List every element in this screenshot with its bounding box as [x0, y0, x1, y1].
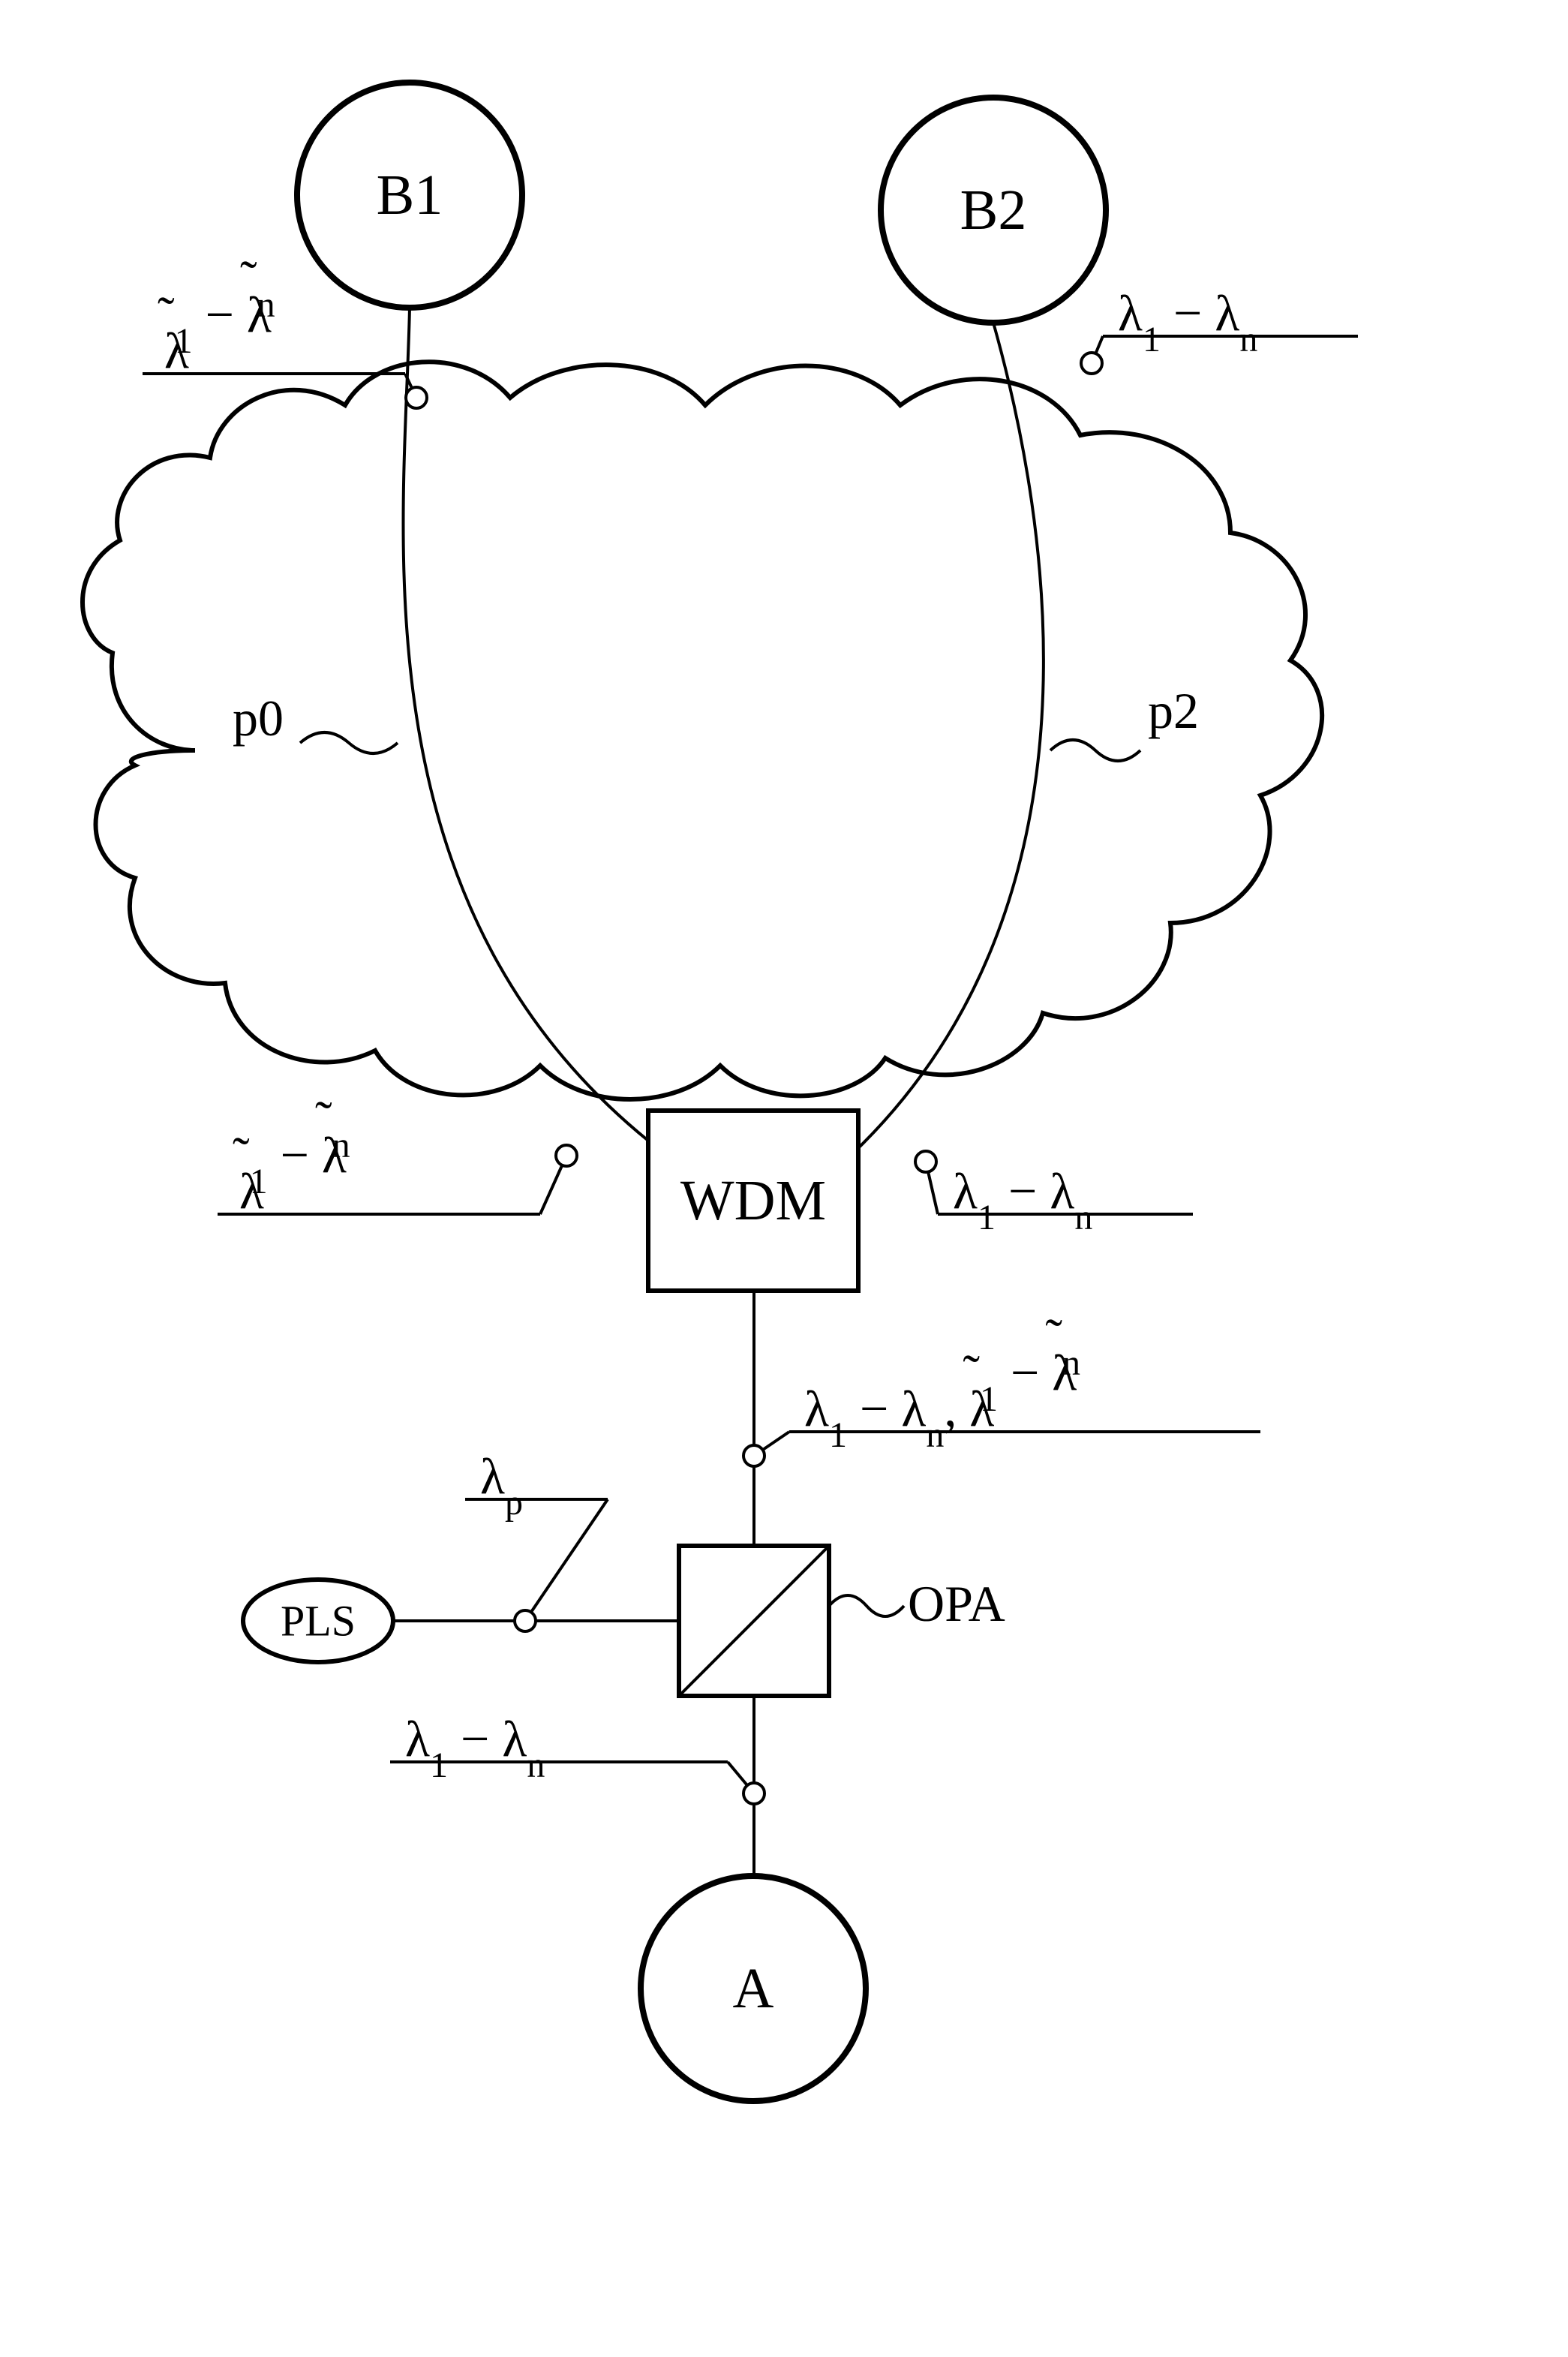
label-lambda_p-text: λp — [480, 1448, 523, 1523]
label-opa_label-text: OPA — [908, 1575, 1005, 1632]
label-b2_lambda-text: λ1 − λn — [1118, 284, 1257, 359]
node-a-label: A — [733, 1957, 774, 2020]
label-p2-wave — [1050, 740, 1140, 761]
tick-b1_lambda — [406, 387, 427, 408]
label-opa_label: OPA — [829, 1575, 1005, 1632]
path-b1-wdm — [403, 308, 648, 1141]
label-wdm_right-text: λ1 − λn — [953, 1162, 1092, 1237]
label-lambda_p: λp — [465, 1448, 608, 1621]
tick-opa_bottom — [743, 1783, 764, 1804]
tick-b2_lambda — [1081, 353, 1102, 374]
label-p0-text: p0 — [233, 690, 284, 747]
tick-wdm_left — [556, 1145, 577, 1166]
label-wdm_right: λ1 − λn — [926, 1162, 1193, 1237]
tick-lambda_p — [515, 1610, 536, 1631]
node-b1-label: B1 — [377, 164, 443, 227]
node-wdm-label: WDM — [680, 1169, 826, 1232]
label-b2_lambda: λ1 − λn — [1092, 284, 1358, 363]
label-p0: p0 — [233, 690, 398, 753]
label-wdm_left-text: λ˜1 − λ˜n — [233, 1090, 350, 1219]
label-p0-wave — [300, 732, 398, 753]
label-opa_top: λ1 − λn, λ˜1 − λ˜n — [754, 1308, 1260, 1456]
label-p2: p2 — [1050, 682, 1199, 761]
label-p2-text: p2 — [1148, 682, 1199, 739]
label-b1_lambda-text: λ˜1 − λ˜n — [158, 250, 275, 379]
label-opa_bottom-text: λ1 − λn — [405, 1710, 545, 1785]
tick-opa_top — [743, 1445, 764, 1466]
label-opa_bottom: λ1 − λn — [390, 1710, 754, 1793]
node-b2-label: B2 — [960, 179, 1027, 242]
node-pls-label: PLS — [281, 1597, 356, 1646]
label-opa_label-wave — [829, 1595, 904, 1616]
tick-wdm_right — [915, 1151, 936, 1172]
label-wdm_left: λ˜1 − λ˜n — [218, 1090, 566, 1219]
path-b2-wdm — [858, 323, 1044, 1148]
